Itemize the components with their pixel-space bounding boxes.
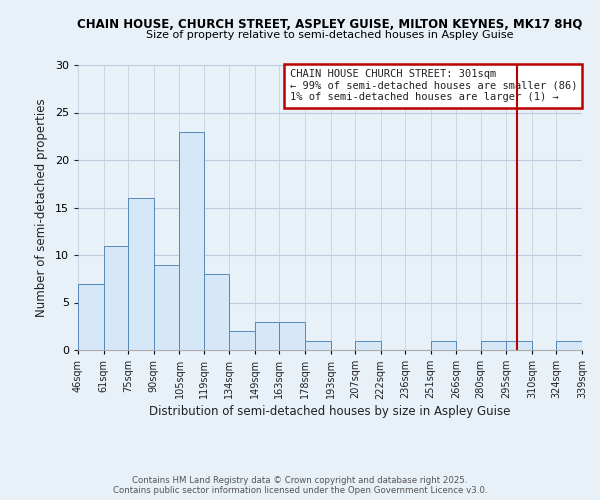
Bar bbox=[506, 340, 532, 350]
Bar bbox=[255, 322, 279, 350]
Bar bbox=[279, 322, 305, 350]
Text: Size of property relative to semi-detached houses in Aspley Guise: Size of property relative to semi-detach… bbox=[146, 30, 514, 40]
Text: CHAIN HOUSE, CHURCH STREET, ASPLEY GUISE, MILTON KEYNES, MK17 8HQ: CHAIN HOUSE, CHURCH STREET, ASPLEY GUISE… bbox=[77, 18, 583, 30]
Bar bbox=[78, 284, 104, 350]
Bar bbox=[305, 340, 331, 350]
Bar bbox=[128, 198, 154, 350]
Bar bbox=[481, 340, 506, 350]
Bar bbox=[104, 246, 128, 350]
Bar bbox=[203, 274, 229, 350]
Y-axis label: Number of semi-detached properties: Number of semi-detached properties bbox=[35, 98, 48, 317]
Bar bbox=[355, 340, 381, 350]
Text: CHAIN HOUSE CHURCH STREET: 301sqm
← 99% of semi-detached houses are smaller (86): CHAIN HOUSE CHURCH STREET: 301sqm ← 99% … bbox=[290, 70, 577, 102]
X-axis label: Distribution of semi-detached houses by size in Aspley Guise: Distribution of semi-detached houses by … bbox=[149, 406, 511, 418]
Text: Contains HM Land Registry data © Crown copyright and database right 2025.
Contai: Contains HM Land Registry data © Crown c… bbox=[113, 476, 487, 495]
Bar bbox=[431, 340, 457, 350]
Bar bbox=[229, 331, 255, 350]
Bar bbox=[179, 132, 203, 350]
Bar bbox=[556, 340, 582, 350]
Bar bbox=[154, 264, 179, 350]
